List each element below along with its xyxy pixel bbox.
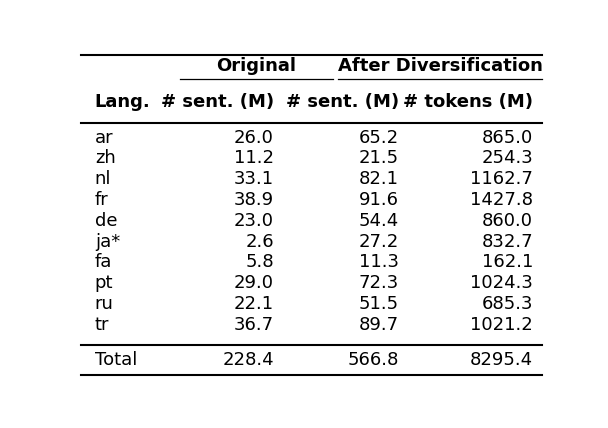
Text: # sent. (M): # sent. (M) — [286, 93, 399, 111]
Text: 72.3: 72.3 — [359, 274, 399, 292]
Text: 91.6: 91.6 — [359, 191, 399, 209]
Text: tr: tr — [95, 315, 109, 333]
Text: 51.5: 51.5 — [359, 295, 399, 313]
Text: ja*: ja* — [95, 232, 120, 250]
Text: 65.2: 65.2 — [359, 129, 399, 147]
Text: 22.1: 22.1 — [234, 295, 274, 313]
Text: 11.2: 11.2 — [234, 149, 274, 167]
Text: 21.5: 21.5 — [359, 149, 399, 167]
Text: Lang.: Lang. — [95, 93, 151, 111]
Text: 38.9: 38.9 — [234, 191, 274, 209]
Text: 566.8: 566.8 — [347, 351, 399, 369]
Text: fa: fa — [95, 253, 112, 271]
Text: 89.7: 89.7 — [359, 315, 399, 333]
Text: After Diversification: After Diversification — [337, 57, 542, 75]
Text: 254.3: 254.3 — [482, 149, 533, 167]
Text: 11.3: 11.3 — [359, 253, 399, 271]
Text: 2.6: 2.6 — [245, 232, 274, 250]
Text: 685.3: 685.3 — [482, 295, 533, 313]
Text: 1024.3: 1024.3 — [470, 274, 533, 292]
Text: 865.0: 865.0 — [482, 129, 533, 147]
Text: 33.1: 33.1 — [234, 170, 274, 188]
Text: nl: nl — [95, 170, 111, 188]
Text: 162.1: 162.1 — [482, 253, 533, 271]
Text: 8295.4: 8295.4 — [470, 351, 533, 369]
Text: # tokens (M): # tokens (M) — [403, 93, 533, 111]
Text: 1162.7: 1162.7 — [470, 170, 533, 188]
Text: 23.0: 23.0 — [234, 212, 274, 230]
Text: 36.7: 36.7 — [234, 315, 274, 333]
Text: 860.0: 860.0 — [482, 212, 533, 230]
Text: 54.4: 54.4 — [359, 212, 399, 230]
Text: 82.1: 82.1 — [359, 170, 399, 188]
Text: 29.0: 29.0 — [234, 274, 274, 292]
Text: ru: ru — [95, 295, 114, 313]
Text: de: de — [95, 212, 117, 230]
Text: zh: zh — [95, 149, 116, 167]
Text: 27.2: 27.2 — [359, 232, 399, 250]
Text: 228.4: 228.4 — [223, 351, 274, 369]
Text: 1021.2: 1021.2 — [471, 315, 533, 333]
Text: 5.8: 5.8 — [245, 253, 274, 271]
Text: 832.7: 832.7 — [482, 232, 533, 250]
Text: fr: fr — [95, 191, 109, 209]
Text: pt: pt — [95, 274, 113, 292]
Text: ar: ar — [95, 129, 114, 147]
Text: 26.0: 26.0 — [234, 129, 274, 147]
Text: 1427.8: 1427.8 — [470, 191, 533, 209]
Text: # sent. (M): # sent. (M) — [161, 93, 274, 111]
Text: Total: Total — [95, 351, 137, 369]
Text: Original: Original — [216, 57, 296, 75]
